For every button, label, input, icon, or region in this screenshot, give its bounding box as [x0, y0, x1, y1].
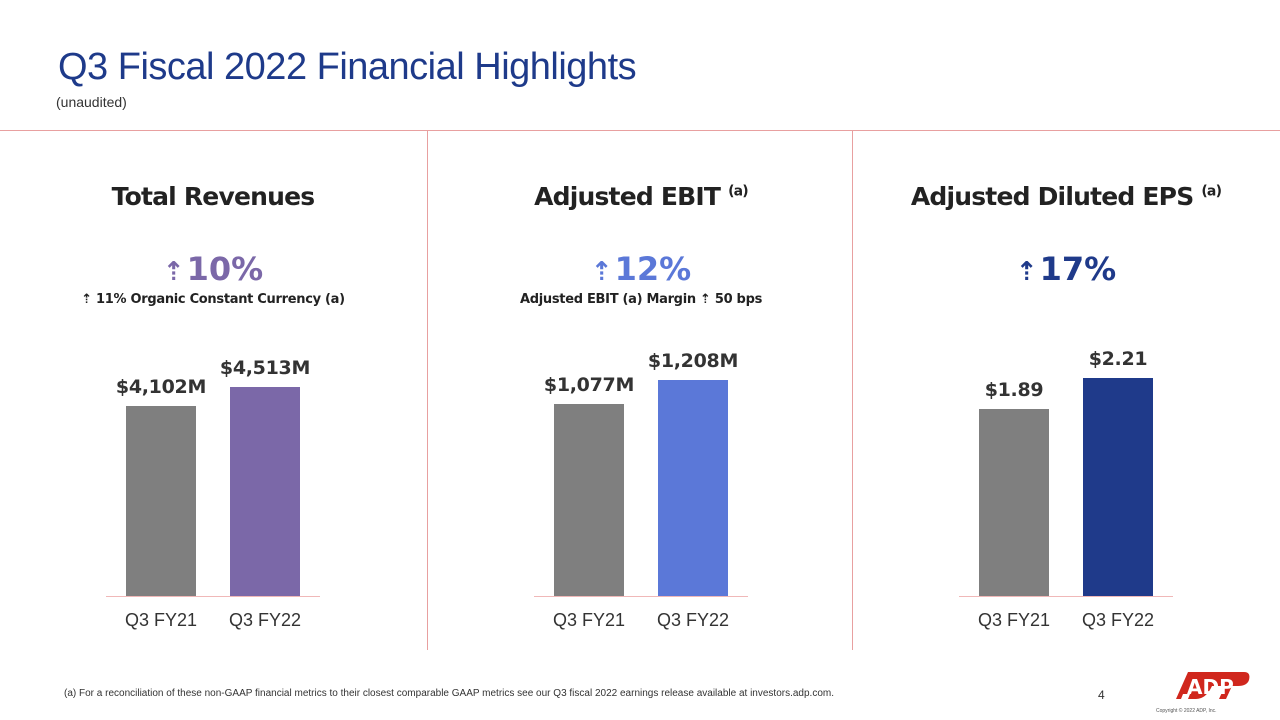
page-subtitle: (unaudited)	[56, 94, 127, 110]
x-tick-label: Q3 FY21	[124, 610, 198, 630]
panel-title-text: Total Revenues	[111, 182, 316, 211]
growth-value: 12%	[614, 250, 692, 288]
growth-rate: ⇡12%	[428, 250, 854, 288]
growth-rate: ⇡17%	[853, 250, 1279, 288]
growth-rate: ⇡10%	[0, 250, 426, 288]
x-tick-label: Q3 FY21	[552, 610, 626, 630]
bar-data-label: $2.21	[1088, 348, 1148, 370]
bar-fy21	[126, 406, 196, 596]
panel-title-text: Adjusted Diluted EPS	[910, 182, 1194, 211]
panel-title-text: Adjusted EBIT	[534, 182, 721, 211]
logo-text: ADP	[1187, 675, 1234, 699]
growth-value: 10%	[186, 250, 264, 288]
bar-fy22	[1083, 378, 1153, 596]
copyright: Copyright © 2022 ADP, Inc.	[1156, 708, 1217, 714]
bar-fy22	[230, 387, 300, 596]
adp-logo: ADP	[1176, 672, 1250, 699]
bar-data-label: $1.89	[984, 379, 1044, 401]
x-tick-label: Q3 FY22	[228, 610, 302, 630]
up-arrow-icon: ⇡	[1015, 257, 1038, 287]
bar-fy21	[554, 404, 624, 596]
x-tick-label: Q3 FY21	[977, 610, 1051, 630]
growth-subnote: ⇡ 11% Organic Constant Currency (a)	[81, 292, 345, 307]
panel-title: Adjusted Diluted EPS (a)	[853, 182, 1279, 211]
header-divider	[0, 130, 1280, 131]
x-tick-label: Q3 FY22	[1081, 610, 1155, 630]
x-tick-label: Q3 FY22	[656, 610, 730, 630]
bar-fy21	[979, 409, 1049, 596]
growth-value: 17%	[1039, 250, 1117, 288]
x-axis	[959, 596, 1173, 597]
page-title: Q3 Fiscal 2022 Financial Highlights	[58, 46, 637, 88]
up-arrow-icon: ⇡	[590, 257, 613, 287]
panel-title: Adjusted EBIT (a)	[428, 182, 854, 211]
footnote-marker: (a)	[1201, 183, 1222, 200]
page-number: 4	[1098, 688, 1105, 702]
bar-data-label: $1,077M	[543, 374, 635, 396]
bar-data-label: $4,513M	[219, 357, 311, 379]
panel-divider-2	[852, 130, 853, 650]
footnote: (a) For a reconciliation of these non-GA…	[64, 688, 834, 699]
panel-title: Total Revenues	[0, 182, 426, 211]
x-axis	[534, 596, 748, 597]
bar-fy22	[658, 380, 728, 596]
bar-data-label: $1,208M	[647, 350, 739, 372]
up-arrow-icon: ⇡	[162, 257, 185, 287]
bar-data-label: $4,102M	[115, 376, 207, 398]
panel-divider-1	[427, 130, 428, 650]
footnote-marker: (a)	[728, 183, 749, 200]
x-axis	[106, 596, 320, 597]
growth-subnote: Adjusted EBIT (a) Margin ⇡ 50 bps	[519, 292, 763, 307]
